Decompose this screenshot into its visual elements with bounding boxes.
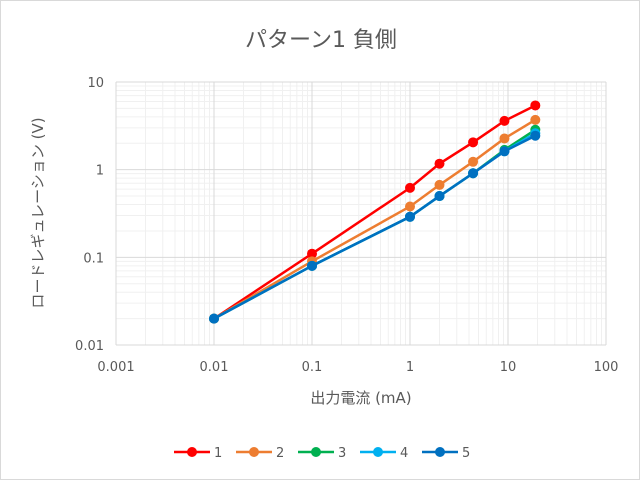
legend-item-2: 2 — [236, 446, 284, 461]
legend-label: 3 — [338, 446, 346, 461]
y-tick-label: 0.1 — [83, 251, 104, 266]
data-point-series-1 — [468, 137, 479, 148]
data-point-series-5 — [434, 191, 445, 202]
data-point-series-2 — [434, 179, 445, 190]
data-point-series-5 — [209, 313, 219, 324]
data-point-series-1 — [530, 100, 541, 111]
x-tick-label: 10 — [500, 360, 517, 375]
x-tick-label: 0.1 — [302, 360, 323, 375]
x-tick-label: 100 — [594, 360, 619, 375]
data-point-series-2 — [468, 156, 479, 167]
legend-marker — [311, 447, 321, 457]
legend-label: 4 — [400, 446, 408, 461]
data-point-series-1 — [405, 182, 415, 193]
y-axis-label: ロードレギュレーション (V) — [29, 117, 47, 308]
data-point-series-5 — [307, 260, 317, 271]
series-line-1 — [213, 104, 536, 320]
legend-label: 5 — [462, 446, 470, 461]
data-point-series-5 — [499, 146, 510, 157]
y-tick-label: 10 — [87, 76, 104, 91]
data-point-series-2 — [405, 201, 415, 212]
legend-marker — [187, 447, 197, 457]
data-point-series-5 — [405, 211, 415, 222]
x-tick-label: 0.01 — [200, 360, 229, 375]
legend-marker — [373, 447, 383, 457]
legend-marker — [435, 447, 445, 457]
data-point-series-2 — [499, 133, 510, 144]
y-tick-label: 1 — [96, 164, 104, 179]
tick-labels: 0.001 0.01 0.1 1 10 100 0.01 0.1 1 10 — [75, 76, 618, 375]
x-tick-label: 1 — [406, 360, 414, 375]
data-point-series-1 — [434, 158, 445, 169]
y-tick-label: 0.01 — [75, 339, 104, 354]
gridlines — [115, 81, 607, 346]
x-axis-label: 出力電流 (mA) — [310, 389, 411, 407]
legend-item-5: 5 — [422, 446, 470, 461]
x-tick-label: 0.001 — [97, 360, 134, 375]
data-point-series-2 — [530, 114, 541, 125]
legend-item-3: 3 — [298, 446, 346, 461]
series-lines — [209, 100, 541, 324]
legend-label: 1 — [214, 446, 222, 461]
data-point-series-1 — [307, 248, 317, 259]
chart-title: パターン1 負側 — [245, 28, 397, 53]
legend-item-1: 1 — [174, 446, 222, 461]
legend-item-4: 4 — [360, 446, 408, 461]
data-point-series-5 — [530, 130, 541, 141]
legend: 1 2 3 4 5 — [174, 446, 470, 461]
legend-marker — [249, 447, 259, 457]
legend-label: 2 — [276, 446, 284, 461]
data-point-series-1 — [499, 115, 510, 126]
series-line-2 — [213, 118, 536, 320]
data-point-series-5 — [468, 168, 479, 179]
